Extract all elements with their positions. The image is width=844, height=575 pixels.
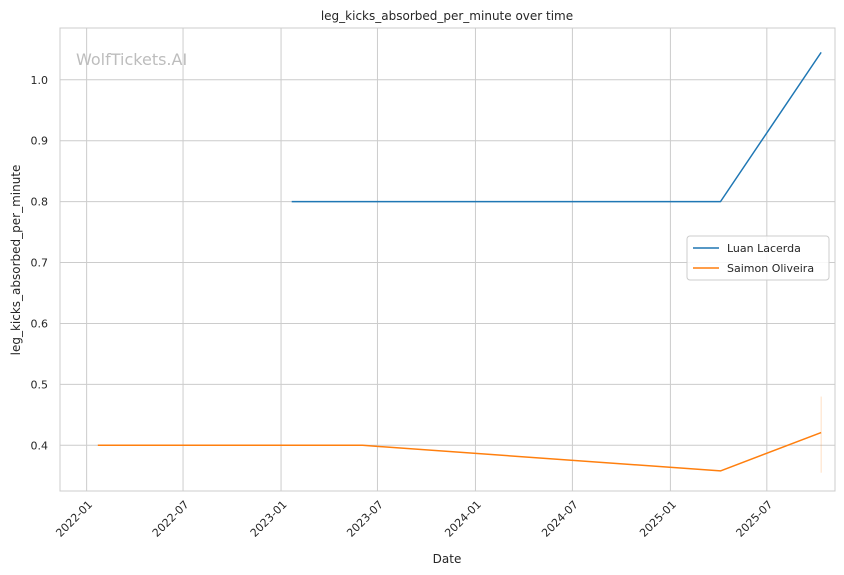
y-axis-title: leg_kicks_absorbed_per_minute <box>9 165 23 356</box>
y-tick-label: 0.6 <box>31 317 49 330</box>
x-axis-title: Date <box>433 552 462 566</box>
legend-box <box>686 235 830 281</box>
y-tick-label: 0.5 <box>31 378 49 391</box>
y-tick-label: 0.8 <box>31 196 49 209</box>
series-layer <box>97 51 822 473</box>
legend-label-saimon-oliveira: Saimon Oliveira <box>727 262 814 275</box>
watermark-text: WolfTickets.AI <box>76 50 187 69</box>
y-tick-label: 0.7 <box>31 257 49 270</box>
legend: Luan Lacerda Saimon Oliveira <box>686 235 830 281</box>
legend-label-luan-lacerda: Luan Lacerda <box>727 242 801 255</box>
y-tick-label: 1.0 <box>31 74 49 87</box>
series-line-saimon-oliveira <box>97 431 822 472</box>
series-line-luan-lacerda <box>291 51 822 203</box>
y-tick-label: 0.9 <box>31 135 49 148</box>
plot-area-frame <box>59 27 836 492</box>
chart-title: leg_kicks_absorbed_per_minute over time <box>321 9 573 23</box>
y-tick-label: 0.4 <box>31 439 49 452</box>
